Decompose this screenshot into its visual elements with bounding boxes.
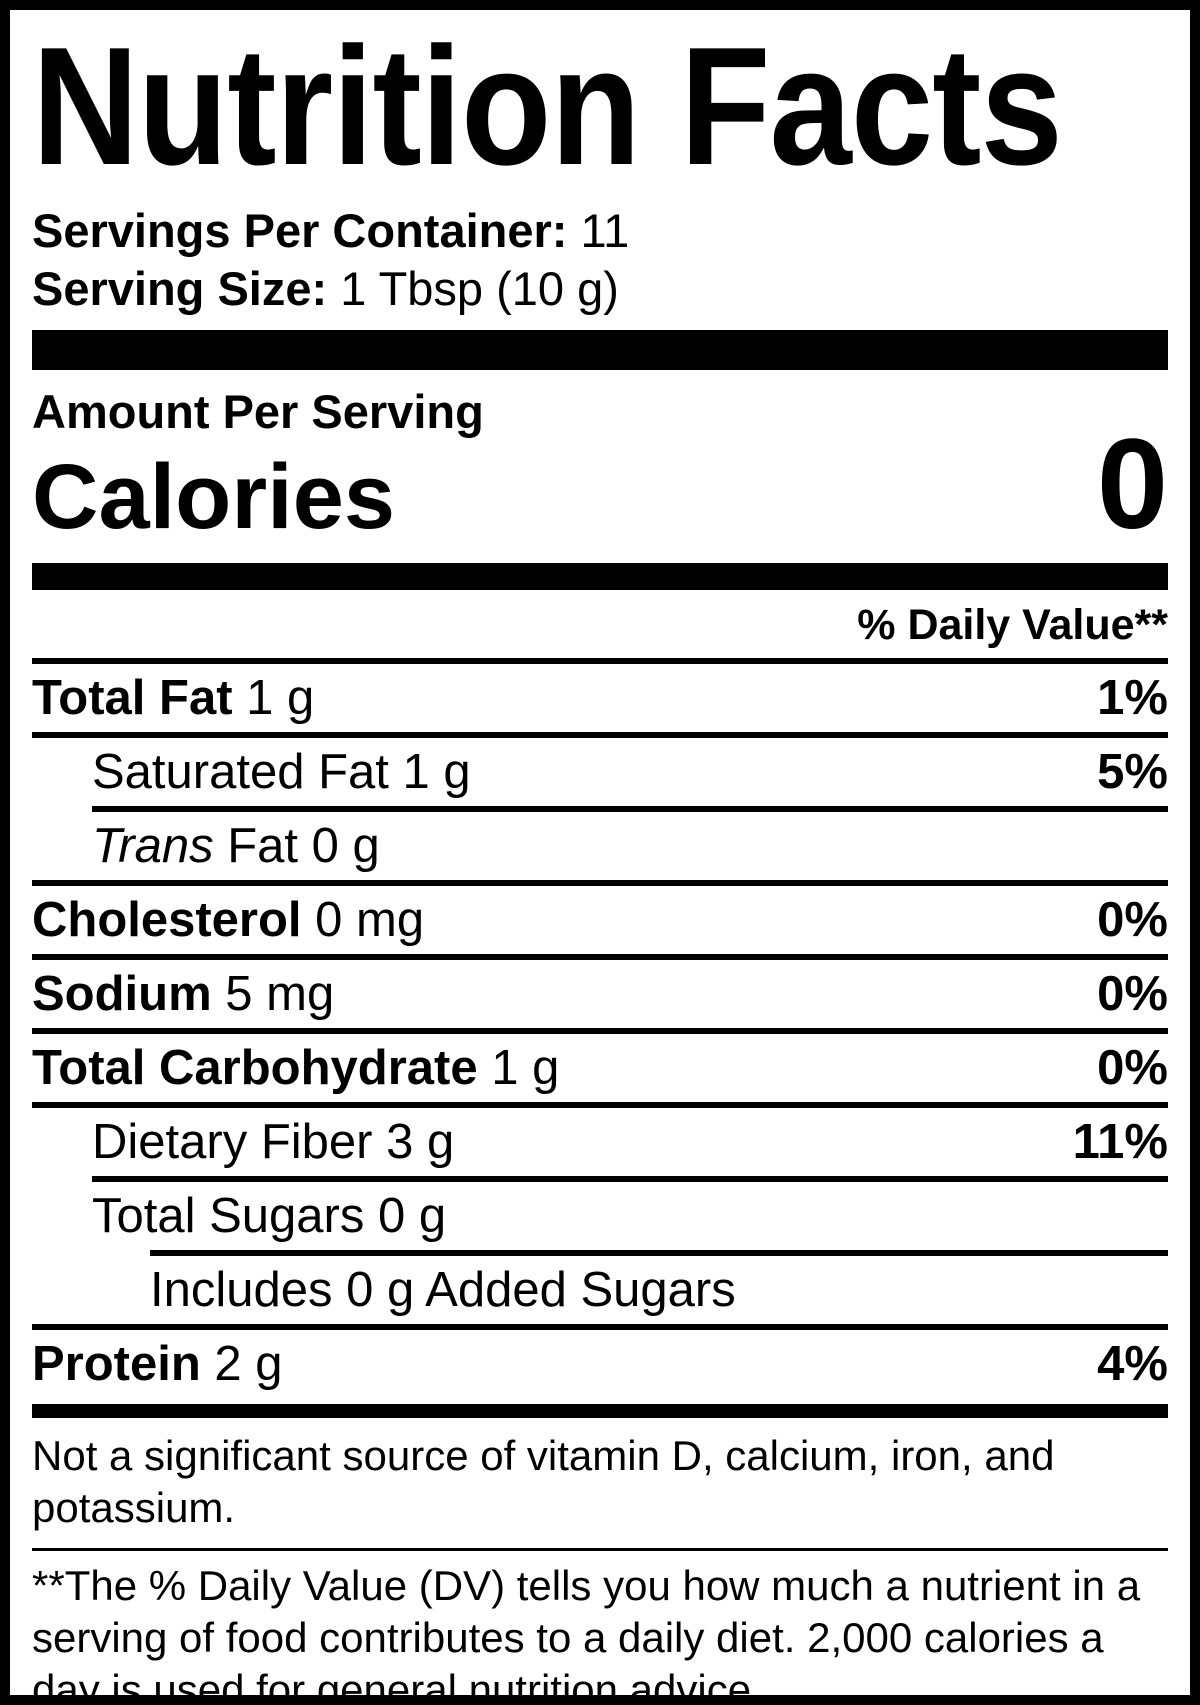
- servings-per-container-label: Servings Per Container:: [32, 204, 568, 257]
- servings-per-container: Servings Per Container: 11: [32, 202, 1168, 260]
- separator: [32, 732, 1168, 738]
- nutrient-dv-saturated-fat: 5%: [1097, 745, 1168, 799]
- separator: [32, 1324, 1168, 1330]
- nutrient-dv-dietary-fiber: 11%: [1072, 1115, 1168, 1169]
- separator: [32, 880, 1168, 886]
- separator: [32, 1028, 1168, 1034]
- nutrient-name-total-carbohydrate: Total Carbohydrate 1 g: [32, 1041, 560, 1095]
- serving-size: Serving Size: 1 Tbsp (10 g): [32, 260, 1168, 318]
- nutrient-name-protein: Protein 2 g: [32, 1337, 283, 1391]
- nutrient-name-total-fat: Total Fat 1 g: [32, 671, 315, 725]
- nutrient-row-protein: Protein 2 g 4%: [32, 1330, 1168, 1398]
- calories-label: Calories: [32, 446, 396, 548]
- nutrient-name-sodium: Sodium 5 mg: [32, 967, 335, 1021]
- nutrient-row-sodium: Sodium 5 mg 0%: [32, 960, 1168, 1028]
- nutrient-rows: Total Fat 1 g 1% Saturated Fat 1 g 5% Trans …: [32, 664, 1168, 1398]
- footnote-daily-value: **The % Daily Value (DV) tells you how m…: [32, 1562, 1141, 1705]
- serving-info: Servings Per Container: 11 Serving Size:…: [32, 202, 1168, 318]
- amount-per-serving-heading: Amount Per Serving: [32, 385, 484, 438]
- nutrient-row-cholesterol: Cholesterol 0 mg 0%: [32, 886, 1168, 954]
- nutrient-name-saturated-fat: Saturated Fat 1 g: [92, 745, 471, 799]
- nutrient-dv-cholesterol: 0%: [1097, 893, 1168, 947]
- separator: [92, 1176, 1168, 1182]
- thick-divider-calories: [32, 563, 1168, 590]
- nutrient-row-total-carbohydrate: Total Carbohydrate 1 g 0%: [32, 1034, 1168, 1102]
- calories-row: Calories 0: [32, 413, 1168, 556]
- nutrient-dv-total-carbohydrate: 0%: [1097, 1041, 1168, 1095]
- separator: [150, 1250, 1168, 1256]
- nutrient-row-total-sugars: Total Sugars 0 g: [32, 1182, 1168, 1250]
- serving-size-label: Serving Size:: [32, 262, 328, 315]
- servings-per-container-value: 11: [580, 204, 630, 257]
- thick-divider-top: [32, 330, 1168, 370]
- nutrient-dv-protein: 4%: [1097, 1337, 1168, 1391]
- nutrient-row-dietary-fiber: Dietary Fiber 3 g 11%: [32, 1108, 1168, 1176]
- footnote-separator: [32, 1548, 1168, 1551]
- separator: [32, 658, 1168, 664]
- nutrient-name-added-sugars: Includes 0 g Added Sugars: [150, 1263, 736, 1317]
- daily-value-header: % Daily Value**: [857, 601, 1168, 649]
- nutrient-dv-total-fat: 1%: [1097, 671, 1168, 725]
- separator: [92, 806, 1168, 812]
- nutrient-row-added-sugars: Includes 0 g Added Sugars: [32, 1256, 1168, 1324]
- separator: [32, 954, 1168, 960]
- nutrient-dv-sodium: 0%: [1097, 967, 1168, 1021]
- nutrient-name-dietary-fiber: Dietary Fiber 3 g: [92, 1115, 455, 1169]
- nutrient-name-cholesterol: Cholesterol 0 mg: [32, 893, 425, 947]
- separator: [32, 1102, 1168, 1108]
- label-title: Nutrition Facts: [32, 12, 1063, 200]
- nutrient-row-total-fat: Total Fat 1 g 1%: [32, 664, 1168, 732]
- footnote-significant-source: Not a significant source of vitamin D, c…: [32, 1432, 1055, 1531]
- nutrient-name-trans-fat: Trans Fat 0 g: [92, 819, 380, 873]
- calories-value: 0: [1096, 413, 1168, 556]
- nutrient-name-total-sugars: Total Sugars 0 g: [92, 1189, 447, 1243]
- serving-size-value: 1 Tbsp (10 g): [340, 262, 619, 315]
- thick-divider-bottom: [32, 1404, 1168, 1418]
- nutrient-row-trans-fat: Trans Fat 0 g: [32, 812, 1168, 880]
- nutrient-row-saturated-fat: Saturated Fat 1 g 5%: [32, 738, 1168, 806]
